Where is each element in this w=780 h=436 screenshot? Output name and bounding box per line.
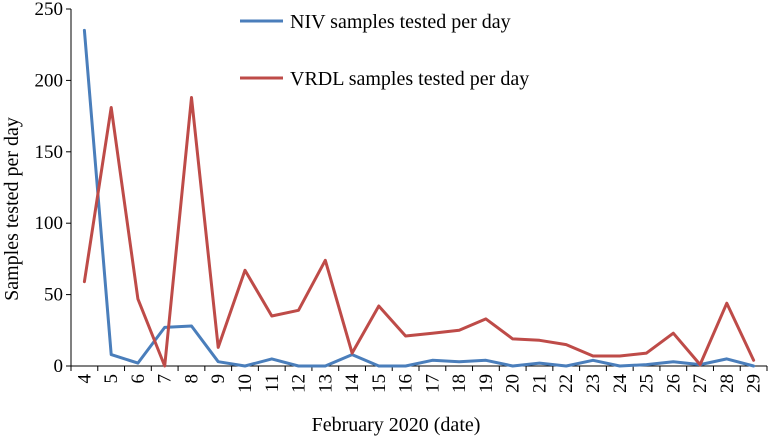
x-tick-label: 12	[289, 374, 310, 393]
x-tick-label: 27	[690, 374, 711, 393]
x-tick-label: 24	[610, 374, 631, 394]
x-tick-label: 26	[663, 374, 684, 393]
x-tick-label: 13	[315, 374, 336, 393]
x-tick-label: 19	[476, 374, 497, 393]
x-tick-label: 14	[342, 374, 363, 394]
series-line-vrdl	[82, 96, 756, 368]
x-tick-label: 23	[583, 374, 604, 393]
y-axis-title: Samples tested per day	[1, 117, 23, 301]
x-tick-label: 18	[449, 374, 470, 393]
x-tick-label: 7	[155, 374, 176, 384]
y-tick-label: 200	[35, 70, 64, 91]
y-tick-label: 100	[35, 213, 64, 234]
x-tick-label: 11	[262, 374, 283, 392]
legend: NIV samples tested per day VRDL samples t…	[240, 11, 529, 90]
y-tick-label: 250	[35, 0, 64, 20]
x-tick-label: 15	[369, 374, 390, 393]
x-tick-label: 8	[181, 374, 202, 384]
x-tick-label: 16	[396, 374, 417, 393]
y-tick-label: 50	[44, 285, 63, 306]
x-tick-label: 5	[101, 374, 122, 384]
x-tick-label: 29	[744, 374, 765, 393]
legend-label: VRDL samples tested per day	[290, 68, 529, 90]
legend-label: NIV samples tested per day	[290, 11, 511, 33]
x-tick-label: 10	[235, 374, 256, 393]
x-tick-label: 25	[637, 374, 658, 393]
x-tick-label: 28	[717, 374, 738, 393]
x-tick-label: 20	[503, 374, 524, 393]
y-tick-label: 0	[54, 356, 64, 377]
x-tick-label: 4	[74, 374, 95, 384]
series-line-niv	[82, 28, 756, 368]
x-tick-label: 17	[422, 374, 443, 393]
x-tick-label: 9	[208, 374, 229, 384]
x-axis-title: February 2020 (date)	[312, 414, 481, 436]
x-tick-label: 6	[128, 374, 149, 384]
y-tick-label: 150	[35, 142, 64, 163]
x-tick-label: 22	[556, 374, 577, 393]
x-tick-label: 21	[529, 374, 550, 393]
